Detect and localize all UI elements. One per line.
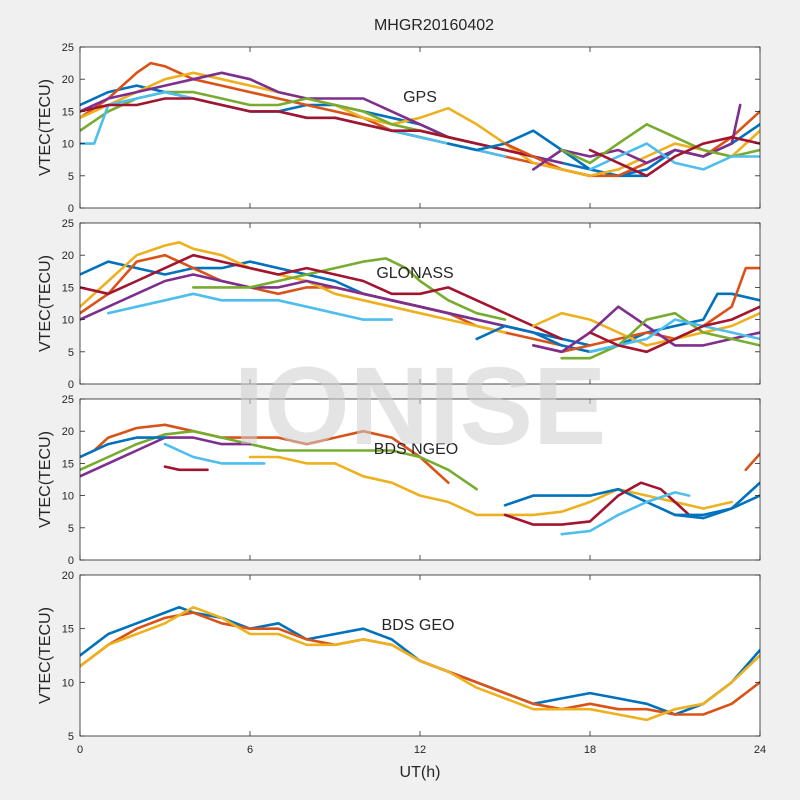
panel-label: GPS <box>403 89 437 106</box>
series-line <box>560 311 760 360</box>
panel-3: 5 10 15 20 0 6 12 18 24 VTEC(TECU) BDS GEO <box>37 570 766 756</box>
series-line <box>80 423 450 484</box>
y-tick-label: 25 <box>62 394 74 406</box>
y-axis-label: VTEC(TECU) <box>37 255 54 352</box>
series-line <box>503 481 691 526</box>
series-line <box>560 491 691 536</box>
series-line <box>80 429 478 491</box>
x-tick-label: 12 <box>414 744 426 756</box>
series-line <box>673 494 760 517</box>
series-group <box>80 605 760 722</box>
series-line <box>744 452 760 472</box>
series-group <box>80 241 760 360</box>
y-axis-label: VTEC(TECU) <box>37 79 54 176</box>
series-line <box>80 97 592 178</box>
series-line <box>588 142 760 171</box>
series-group <box>80 61 760 178</box>
series-line <box>532 311 760 347</box>
series-line <box>588 305 760 354</box>
plot-area <box>80 47 760 208</box>
y-tick-label: 5 <box>68 171 74 183</box>
y-tick-label: 0 <box>68 203 74 215</box>
y-tick-label: 10 <box>62 139 74 151</box>
y-tick-label: 10 <box>62 491 74 503</box>
panel-2: 0 5 10 15 20 25 VTEC(TECU) BDS NGEO <box>37 394 761 567</box>
y-tick-label: 5 <box>68 523 74 535</box>
series-line <box>80 605 760 722</box>
series-line <box>80 273 535 334</box>
panel-label: BDS NGEO <box>374 441 458 458</box>
y-tick-label: 25 <box>62 42 74 54</box>
figure-title: MHGR20160402 <box>374 17 494 34</box>
y-tick-label: 15 <box>62 106 74 118</box>
y-tick-label: 20 <box>62 426 74 438</box>
series-group <box>80 423 760 536</box>
series-line <box>532 103 742 171</box>
y-tick-label: 5 <box>68 731 74 743</box>
panel-0: 0 5 10 15 20 25 VTEC(TECU) GPS <box>37 42 761 215</box>
series-line <box>532 305 760 354</box>
y-tick-label: 5 <box>68 347 74 359</box>
panel-1: 0 5 10 15 20 25 VTEC(TECU) GLONASS <box>37 218 761 391</box>
series-line <box>80 253 563 341</box>
y-tick-label: 20 <box>62 570 74 582</box>
plot-area <box>80 399 760 560</box>
series-line <box>80 605 760 716</box>
y-tick-label: 0 <box>68 379 74 391</box>
y-tick-label: 15 <box>62 458 74 470</box>
y-tick-label: 10 <box>62 677 74 689</box>
y-axis-label: VTEC(TECU) <box>37 431 54 528</box>
x-tick-label: 6 <box>247 744 253 756</box>
panel-label: BDS GEO <box>382 617 455 634</box>
y-tick-label: 0 <box>68 555 74 567</box>
y-tick-label: 15 <box>62 624 74 636</box>
y-axis-label: VTEC(TECU) <box>37 607 54 704</box>
y-tick-label: 10 <box>62 315 74 327</box>
panel-label: GLONASS <box>376 265 453 282</box>
series-line <box>80 436 167 459</box>
series-line <box>192 257 507 321</box>
x-tick-label: 24 <box>754 744 766 756</box>
x-tick-label: 0 <box>77 744 83 756</box>
series-line <box>248 455 733 517</box>
x-tick-label: 18 <box>584 744 596 756</box>
y-tick-label: 20 <box>62 74 74 86</box>
watermark: IONISE <box>234 345 607 468</box>
y-tick-label: 25 <box>62 218 74 230</box>
series-line <box>163 442 266 465</box>
y-tick-label: 15 <box>62 282 74 294</box>
series-line <box>107 292 393 321</box>
series-line <box>560 123 760 165</box>
series-line <box>588 135 760 178</box>
series-line <box>163 465 209 472</box>
x-axis-label: UT(h) <box>400 764 441 781</box>
y-tick-label: 20 <box>62 250 74 262</box>
series-line <box>503 481 760 520</box>
